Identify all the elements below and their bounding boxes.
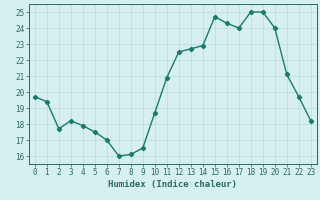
X-axis label: Humidex (Indice chaleur): Humidex (Indice chaleur) <box>108 180 237 189</box>
